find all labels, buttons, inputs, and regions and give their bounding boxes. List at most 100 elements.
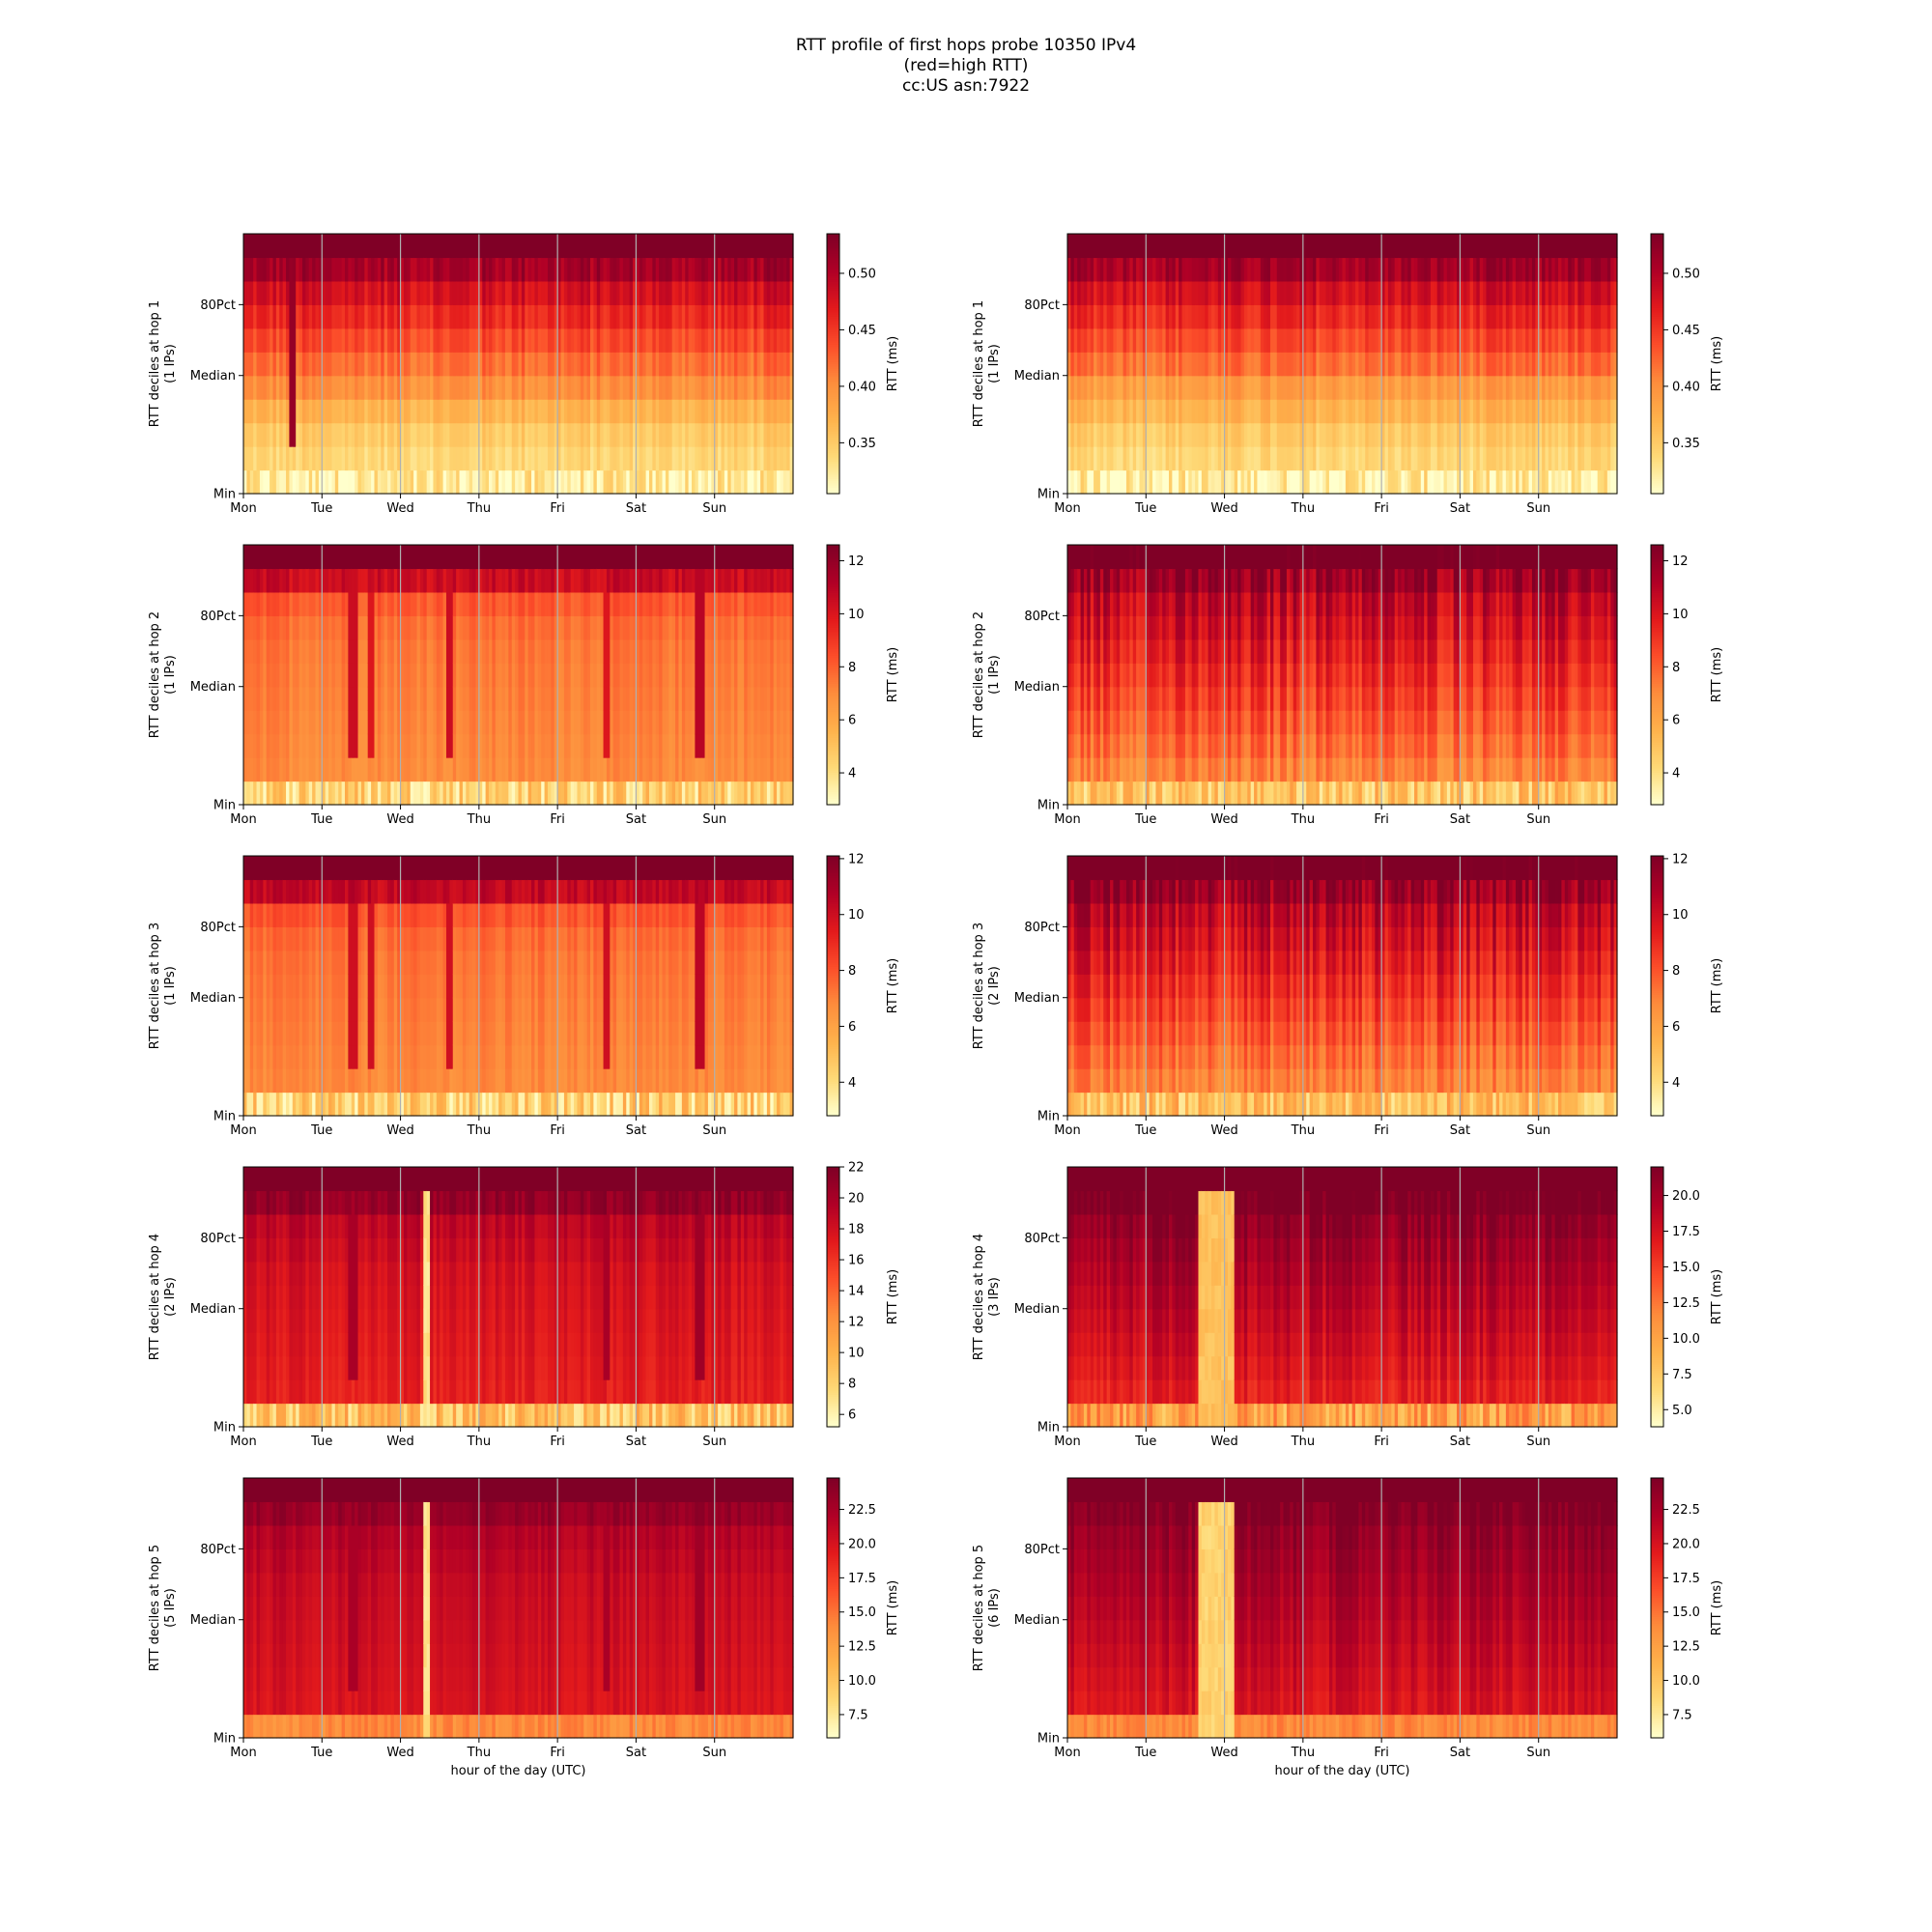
heatmap-cell (547, 375, 552, 400)
heatmap-cell (355, 327, 359, 353)
heatmap-cell (338, 375, 343, 400)
heatmap-cell (305, 304, 310, 329)
heatmap-cell (289, 280, 294, 305)
heatmap-cell (419, 469, 424, 495)
heatmap-cell (485, 469, 490, 495)
heatmap-cell (551, 280, 555, 305)
heatmap-cell (567, 304, 572, 329)
heatmap-cell (279, 257, 284, 282)
heatmap-cell (400, 399, 405, 424)
heatmap-cell (312, 469, 317, 495)
heatmap-cell (541, 446, 546, 471)
heatmap-cell (586, 280, 591, 305)
heatmap-cell (492, 304, 497, 329)
heatmap-cell (360, 399, 365, 424)
heatmap-cell (570, 257, 575, 282)
heatmap-cell (518, 446, 523, 471)
heatmap-cell (531, 257, 536, 282)
heatmap-cell (501, 327, 506, 353)
heatmap-cell (355, 399, 359, 424)
heatmap-cell (296, 234, 300, 259)
heatmap-cell (440, 327, 444, 353)
heatmap-cell (275, 280, 280, 305)
heatmap-cell (600, 399, 605, 424)
heatmap-cell (367, 257, 372, 282)
heatmap-cell (410, 280, 414, 305)
heatmap-cell (270, 234, 274, 259)
heatmap-cell (334, 280, 339, 305)
heatmap-cell (413, 234, 418, 259)
heatmap-cell (554, 469, 558, 495)
heatmap-cell (381, 375, 385, 400)
heatmap-cell (537, 304, 542, 329)
heatmap-cell (351, 327, 355, 353)
heatmap-cell (511, 234, 516, 259)
heatmap-cell (377, 422, 382, 447)
heatmap-cell (567, 352, 572, 377)
heatmap-cell (518, 280, 523, 305)
heatmap-cell (652, 399, 657, 424)
heatmap-cell (286, 304, 291, 329)
heatmap-cell (423, 327, 428, 353)
heatmap-cell (593, 469, 598, 495)
heatmap-cell (567, 422, 572, 447)
heatmap-cell (508, 446, 513, 471)
heatmap-cell (648, 257, 653, 282)
heatmap-cell (445, 352, 450, 377)
heatmap-cell (305, 469, 310, 495)
heatmap-cell (616, 352, 621, 377)
heatmap-cell (610, 257, 614, 282)
heatmap-cell (312, 422, 317, 447)
heatmap-cell (547, 469, 552, 495)
heatmap-cell (393, 280, 398, 305)
heatmap-cell (325, 280, 329, 305)
heatmap-cell (286, 280, 291, 305)
heatmap-cell (433, 375, 438, 400)
heatmap-cell (289, 422, 294, 447)
heatmap-cell (249, 375, 254, 400)
heatmap-cell (606, 446, 611, 471)
heatmap-cell (253, 399, 258, 424)
heatmap-cell (426, 422, 431, 447)
heatmap-cell (334, 446, 339, 471)
heatmap-cell (610, 422, 614, 447)
heatmap-cell (541, 469, 546, 495)
heatmap-cell (390, 304, 395, 329)
heatmap-cell (433, 234, 438, 259)
heatmap-cell (355, 304, 359, 329)
heatmap-cell (554, 375, 558, 400)
heatmap-cell (655, 257, 660, 282)
heatmap-cell (560, 352, 565, 377)
heatmap-cell (652, 446, 657, 471)
heatmap-cell (534, 352, 539, 377)
heatmap-cell (371, 257, 376, 282)
heatmap-cell (272, 327, 277, 353)
heatmap-cell (344, 375, 349, 400)
heatmap-cell (489, 304, 494, 329)
heatmap-cell (384, 257, 388, 282)
heatmap-cell (466, 422, 470, 447)
heatmap-cell (298, 257, 303, 282)
heatmap-cell (495, 469, 499, 495)
heatmap-cell (489, 446, 494, 471)
heatmap-cell (639, 257, 643, 282)
heatmap-cell (325, 352, 329, 377)
heatmap-cell (515, 399, 520, 424)
heatmap-cell (334, 257, 339, 282)
heatmap-cell (525, 399, 529, 424)
heatmap-cell (298, 375, 303, 400)
heatmap-cell (633, 304, 638, 329)
heatmap-cell (485, 280, 490, 305)
heatmap-cell (616, 422, 621, 447)
heatmap-cell (246, 327, 251, 353)
heatmap-cell (616, 257, 621, 282)
heatmap-cell (243, 399, 247, 424)
heatmap-cell (600, 469, 605, 495)
heatmap-cell (357, 257, 362, 282)
heatmap-cell (504, 304, 509, 329)
heatmap-cell (544, 446, 549, 471)
heatmap-cell (478, 399, 483, 424)
heatmap-cell (504, 422, 509, 447)
heatmap-cell (371, 234, 376, 259)
